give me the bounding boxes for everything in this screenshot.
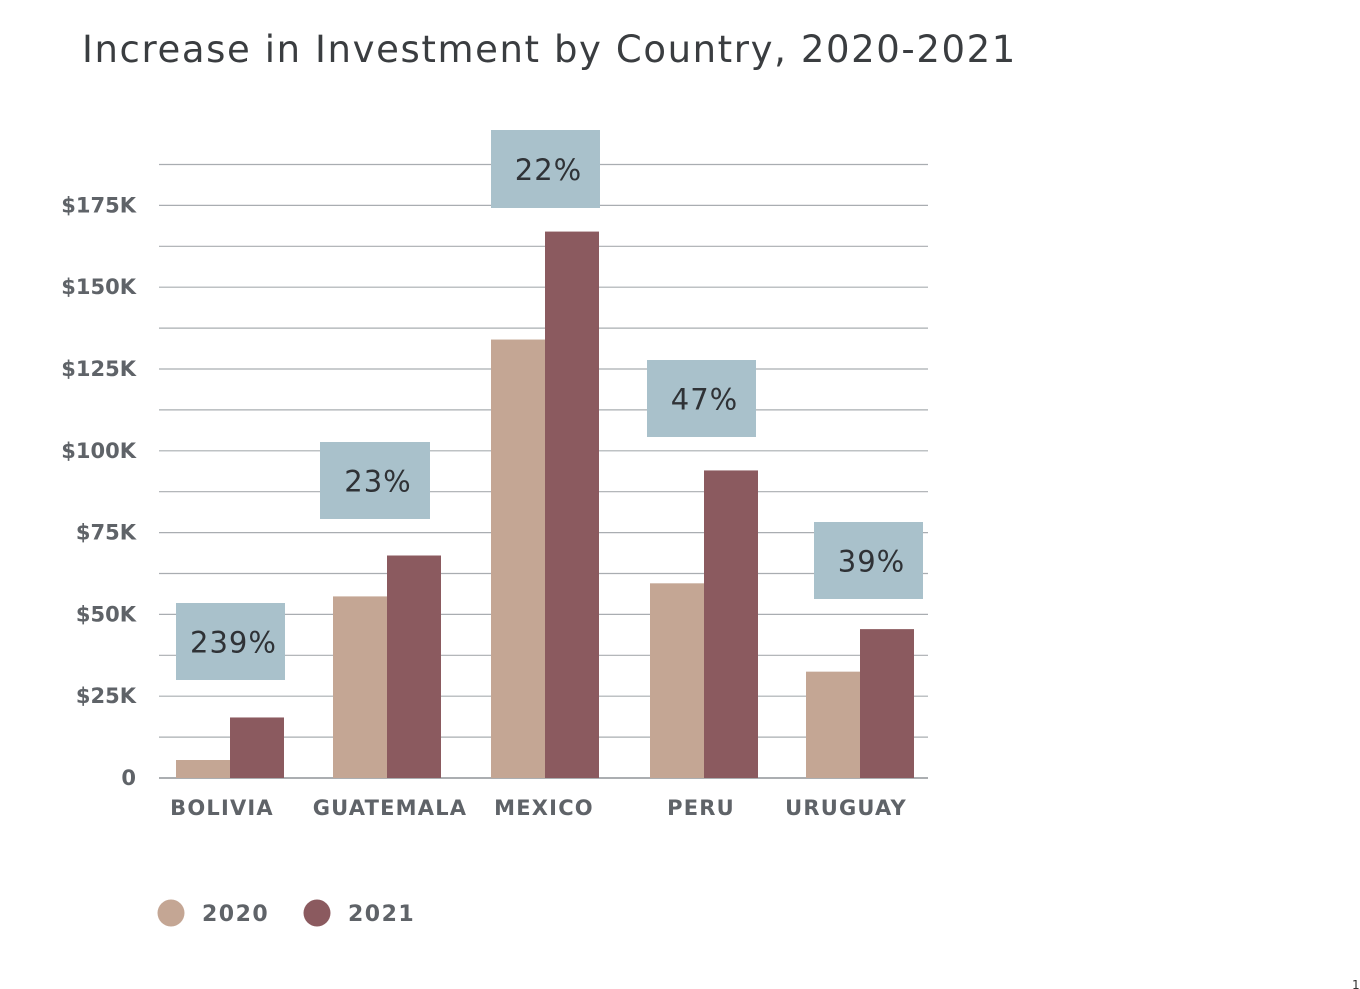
annotation-box [647,360,756,437]
y-tick-label: $75K [76,521,137,545]
percent-annotation: 47% [647,360,756,437]
annotation-label: 39% [838,545,905,579]
y-tick-label: $50K [76,602,137,626]
x-tick-label: GUATEMALA [313,796,468,820]
legend-swatch [303,899,331,927]
percent-annotation: 22% [491,130,600,208]
page-number: 1 [1352,978,1360,989]
bar-bolivia-2020 [176,760,230,778]
y-tick-label: $25K [76,684,137,708]
y-tick-label: $175K [61,193,136,217]
y-tick-label: $100K [61,439,136,463]
annotation-label: 239% [190,626,277,660]
x-tick-label: BOLIVIA [170,796,274,820]
y-tick-label: 0 [121,766,136,790]
bar-uruguay-2020 [806,671,860,778]
annotation-box [176,603,285,680]
bars [176,231,914,779]
x-tick-label: URUGUAY [785,796,907,820]
legend-swatch [157,899,185,927]
annotation-label: 23% [344,465,411,499]
x-tick-label: MEXICO [494,796,594,820]
y-axis-ticks: 0 $25K $50K $75K $100K $125K $150K $175K [61,193,136,790]
percent-annotation: 23% [320,442,430,519]
bar-peru-2020 [650,583,704,778]
percent-annotation: 239% [176,603,285,680]
percent-annotations: 239% 23% 22% 47% 39% [176,130,923,680]
bar-guatemala-2021 [387,555,441,778]
legend: 2020 2021 [157,899,415,927]
annotation-label: 22% [515,153,582,187]
legend-item-2020: 2020 [157,899,269,927]
y-tick-label: $125K [61,357,136,381]
percent-annotation: 39% [814,522,923,599]
legend-label: 2020 [202,902,269,927]
bar-uruguay-2021 [860,629,914,778]
annotation-box [814,522,923,599]
legend-label: 2021 [348,902,415,927]
bar-mexico-2020 [491,339,545,778]
bar-guatemala-2020 [333,596,387,778]
x-axis-ticks: BOLIVIA GUATEMALA MEXICO PERU URUGUAY [170,796,907,820]
bar-mexico-2021 [545,231,599,779]
y-tick-label: $150K [61,275,136,299]
annotation-box [320,442,430,519]
legend-item-2021: 2021 [303,899,415,927]
bar-bolivia-2021 [230,717,284,778]
annotation-label: 47% [671,383,738,417]
chart-title: Increase in Investment by Country, 2020-… [82,28,1017,71]
x-tick-label: PERU [667,796,735,820]
annotation-box [491,130,600,208]
bar-peru-2021 [704,470,758,778]
